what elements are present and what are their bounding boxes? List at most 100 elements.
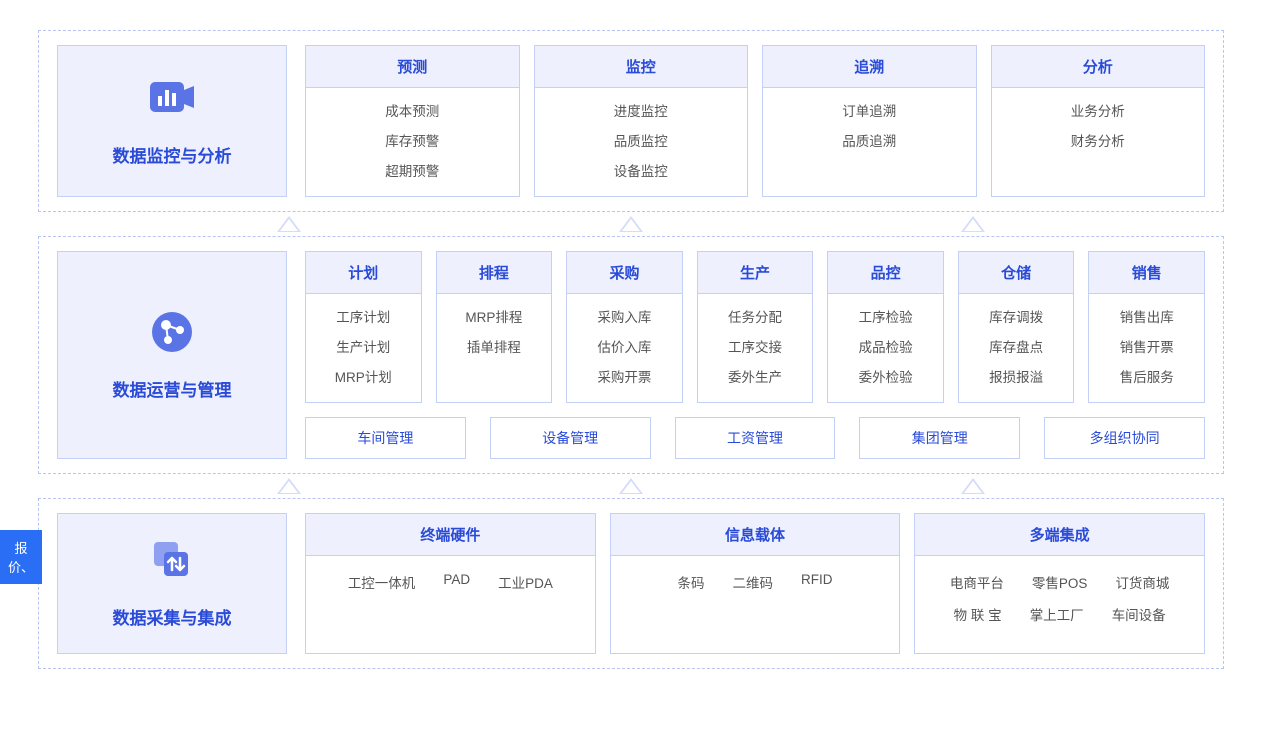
category-item: 销售开票	[1120, 336, 1174, 356]
management-tag: 车间管理	[305, 417, 466, 459]
management-tag: 集团管理	[859, 417, 1020, 459]
wide-box-item: 电商平台	[950, 572, 1004, 592]
category-item: 销售出库	[1120, 306, 1174, 326]
wide-box-head: 信息载体	[611, 514, 900, 556]
category-box-body: 工序检验成品检验委外检验	[828, 294, 943, 402]
category-item: 库存调拨	[989, 306, 1043, 326]
wide-box-item: 掌上工厂	[1030, 604, 1084, 624]
ops-box-row: 计划工序计划生产计划MRP计划排程MRP排程插单排程采购采购入库估价入库采购开票…	[305, 251, 1205, 403]
category-item: 工序计划	[336, 306, 390, 326]
section-collect-right: 终端硬件工控一体机 PAD 工业PDA 信息载体条码 二维码 RFID 多端集成电商平台 零售…	[305, 513, 1205, 654]
category-box: 监控进度监控品质监控设备监控	[534, 45, 749, 197]
category-item: 品质监控	[614, 130, 668, 150]
arrows-row-1	[38, 212, 1224, 236]
category-item: 插单排程	[467, 336, 521, 356]
category-box-body: 任务分配工序交接委外生产	[698, 294, 813, 402]
wide-box-item: 零售POS	[1032, 572, 1088, 592]
category-box-head: 品控	[828, 252, 943, 294]
category-box-body: 订单追溯品质追溯	[763, 88, 976, 166]
category-box: 排程MRP排程插单排程	[436, 251, 553, 403]
wide-box-item: 二维码	[733, 572, 774, 592]
category-item: 设备监控	[614, 160, 668, 180]
wide-box-body: 电商平台 零售POS 订货商城物 联 宝 掌上工厂 车间设备	[915, 556, 1204, 640]
side-floating-tab[interactable]: 报价、	[0, 530, 42, 584]
wide-box: 信息载体条码 二维码 RFID	[610, 513, 901, 654]
category-item: 成品检验	[859, 336, 913, 356]
category-item: 生产计划	[336, 336, 390, 356]
category-box: 采购采购入库估价入库采购开票	[566, 251, 683, 403]
section-ops-right: 计划工序计划生产计划MRP计划排程MRP排程插单排程采购采购入库估价入库采购开票…	[305, 251, 1205, 459]
category-box: 计划工序计划生产计划 MRP计划	[305, 251, 422, 403]
category-box: 仓储库存调拨库存盘点报损报溢	[958, 251, 1075, 403]
wide-box-item: 物 联 宝	[954, 604, 1002, 624]
arrow-up-icon	[961, 216, 985, 232]
category-item: 财务分析	[1071, 130, 1125, 150]
category-box: 生产任务分配工序交接委外生产	[697, 251, 814, 403]
section-monitor-title: 数据监控与分析	[113, 142, 232, 167]
category-item: 采购开票	[597, 366, 651, 386]
category-item: 任务分配	[728, 306, 782, 326]
category-item: MRP计划	[335, 366, 392, 386]
section-collect-title: 数据采集与集成	[113, 604, 232, 629]
wide-box-item: PAD	[443, 572, 470, 592]
category-box-head: 销售	[1089, 252, 1204, 294]
transfer-icon	[144, 538, 200, 582]
wide-box-head: 终端硬件	[306, 514, 595, 556]
wide-box-item: 车间设备	[1112, 604, 1166, 624]
category-item: 委外生产	[728, 366, 782, 386]
category-item: 品质追溯	[842, 130, 896, 150]
section-ops-title: 数据运营与管理	[113, 376, 232, 401]
category-box: 品控工序检验成品检验委外检验	[827, 251, 944, 403]
section-ops-left: 数据运营与管理	[57, 251, 287, 459]
category-item: 工序检验	[859, 306, 913, 326]
category-box-head: 计划	[306, 252, 421, 294]
arrows-row-2	[38, 474, 1224, 498]
wide-box-item: 订货商城	[1115, 572, 1169, 592]
category-box: 预测成本预测库存预警超期预警	[305, 45, 520, 197]
management-tag: 多组织协同	[1044, 417, 1205, 459]
wide-box: 多端集成电商平台 零售POS 订货商城物 联 宝 掌上工厂 车间设备	[914, 513, 1205, 654]
section-monitor-left: 数据监控与分析	[57, 45, 287, 197]
arrow-up-icon	[961, 478, 985, 494]
category-item: 估价入库	[597, 336, 651, 356]
category-box-head: 预测	[306, 46, 519, 88]
nodes-icon	[144, 310, 200, 354]
category-item: 成本预测	[385, 100, 439, 120]
category-box-body: 销售出库销售开票售后服务	[1089, 294, 1204, 402]
section-ops: 数据运营与管理 计划工序计划生产计划MRP计划排程MRP排程插单排程采购采购入库…	[38, 236, 1224, 474]
category-box-head: 监控	[535, 46, 748, 88]
chart-camera-icon	[144, 76, 200, 120]
category-item: 订单追溯	[842, 100, 896, 120]
wide-box-item: 工控一体机	[348, 572, 416, 592]
management-tag: 工资管理	[675, 417, 836, 459]
section-monitor-right: 预测成本预测库存预警超期预警监控进度监控品质监控设备监控追溯订单追溯品质追溯分析…	[305, 45, 1205, 197]
wide-box-body: 工控一体机 PAD 工业PDA	[306, 556, 595, 608]
category-item: 报损报溢	[989, 366, 1043, 386]
category-box-body: 进度监控品质监控设备监控	[535, 88, 748, 196]
arrow-up-icon	[277, 478, 301, 494]
category-box-head: 仓储	[959, 252, 1074, 294]
category-item: 工序交接	[728, 336, 782, 356]
wide-box-head: 多端集成	[915, 514, 1204, 556]
ops-tag-row: 车间管理设备管理工资管理集团管理多组织协同	[305, 417, 1205, 459]
wide-box-body: 条码 二维码 RFID	[611, 556, 900, 608]
category-box-body: MRP排程插单排程	[437, 294, 552, 372]
wide-box-item: 工业PDA	[498, 572, 553, 592]
monitor-box-row: 预测成本预测库存预警超期预警监控进度监控品质监控设备监控追溯订单追溯品质追溯分析…	[305, 45, 1205, 197]
category-item: 售后服务	[1120, 366, 1174, 386]
category-box-head: 排程	[437, 252, 552, 294]
category-box-head: 分析	[992, 46, 1205, 88]
category-box: 追溯订单追溯品质追溯	[762, 45, 977, 197]
section-collect-left: 数据采集与集成	[57, 513, 287, 654]
wide-box-item: RFID	[801, 572, 833, 592]
category-box-head: 采购	[567, 252, 682, 294]
category-box-head: 生产	[698, 252, 813, 294]
arrow-up-icon	[619, 478, 643, 494]
arrow-up-icon	[619, 216, 643, 232]
category-box: 分析业务分析财务分析	[991, 45, 1206, 197]
category-item: MRP排程	[465, 306, 522, 326]
category-box: 销售销售出库销售开票售后服务	[1088, 251, 1205, 403]
category-box-head: 追溯	[763, 46, 976, 88]
wide-box-item: 条码	[678, 572, 705, 592]
category-box-body: 工序计划生产计划 MRP计划	[306, 294, 421, 402]
